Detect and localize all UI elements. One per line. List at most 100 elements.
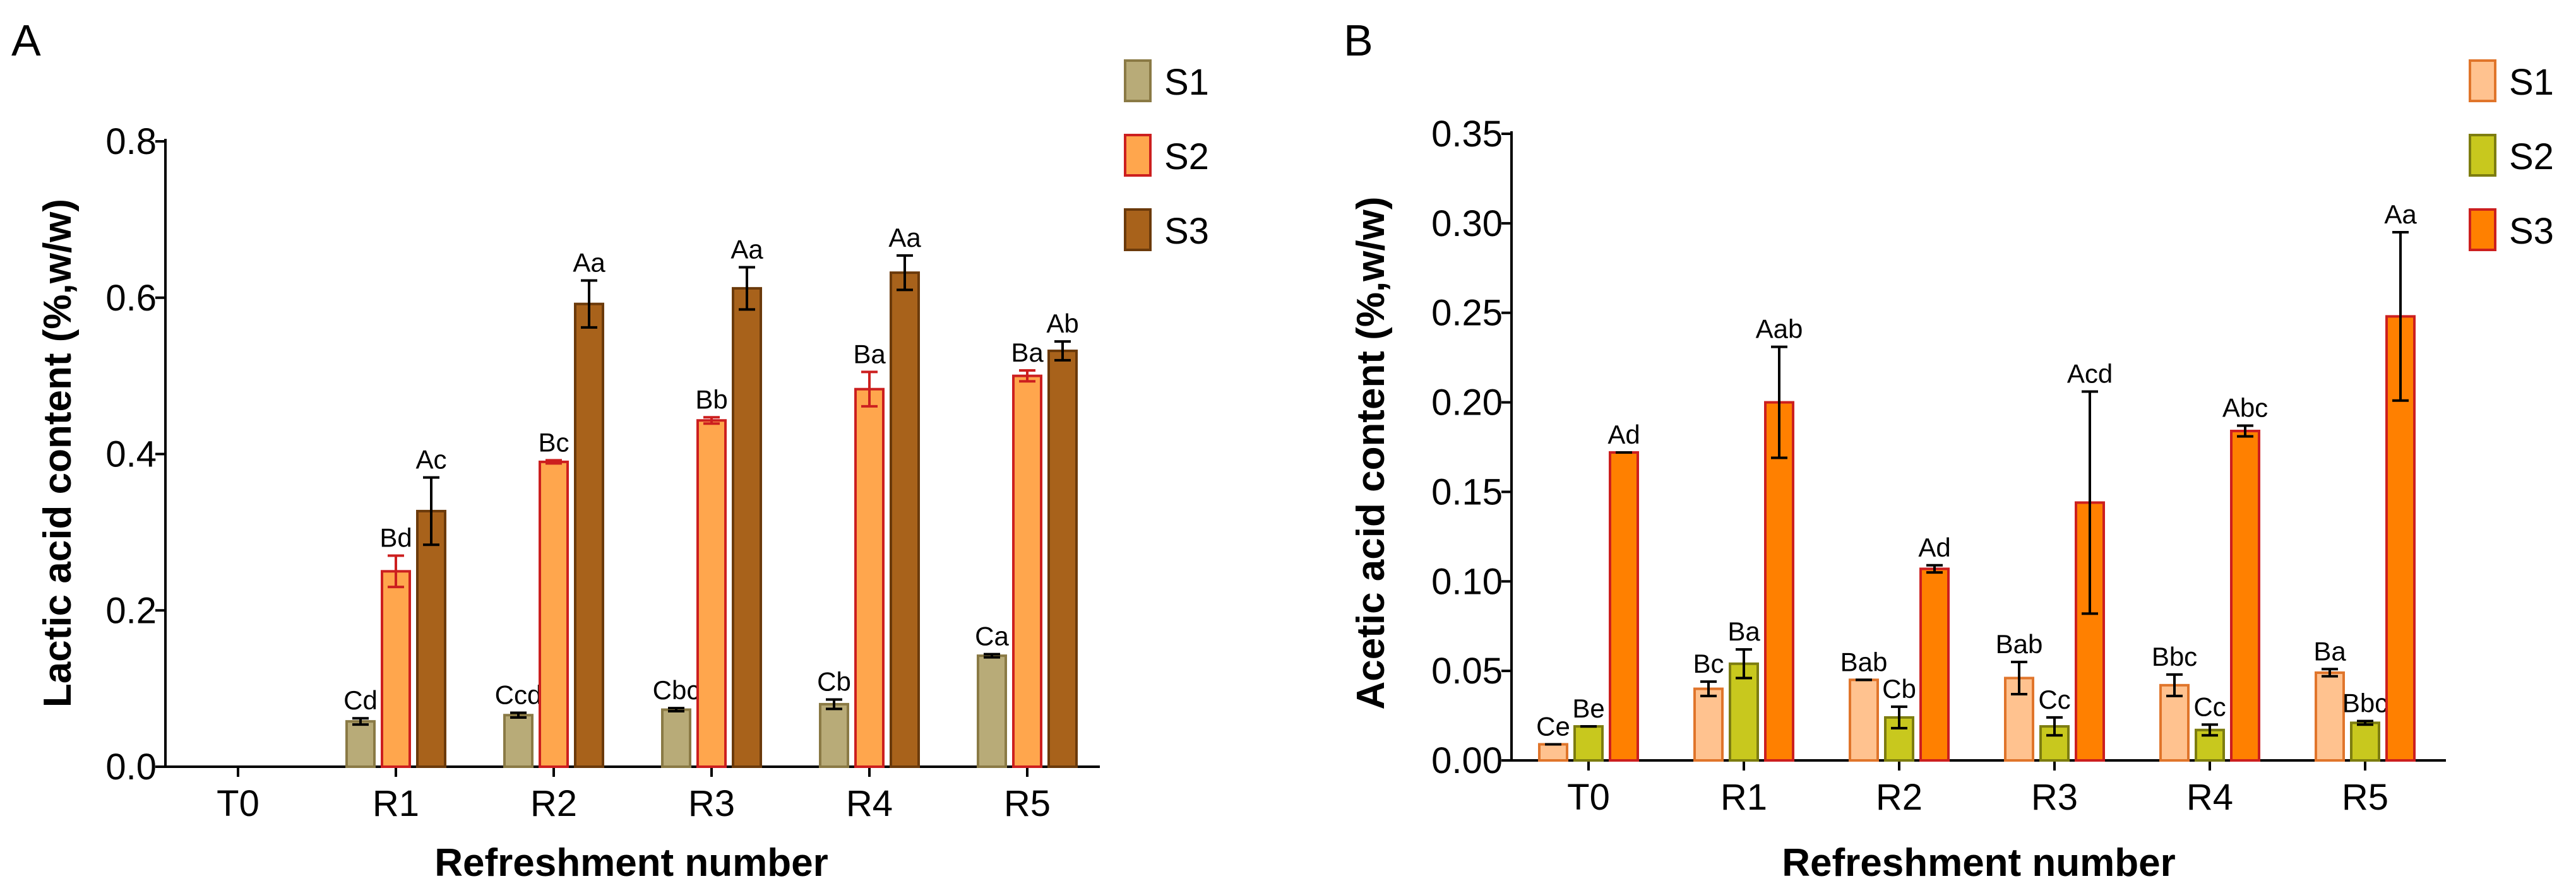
data-label: Bb — [695, 384, 727, 414]
bar — [503, 714, 534, 769]
data-label: Bab — [1996, 629, 2043, 659]
data-label: Cbc — [653, 675, 700, 705]
x-tick-label: R5 — [1004, 783, 1051, 824]
x-tick-label: T0 — [1567, 777, 1610, 818]
y-tick-label: 0.6 — [105, 278, 157, 319]
legend-label: S2 — [1164, 136, 1209, 177]
data-label: Bd — [379, 523, 412, 553]
x-tick-label: T0 — [217, 783, 259, 824]
bar — [732, 286, 762, 768]
bar — [1849, 678, 1879, 762]
y-tick-label: 0.10 — [1431, 561, 1503, 602]
data-label: Cb — [1882, 674, 1916, 704]
data-label: Abc — [2222, 393, 2268, 422]
x-tick-label: R4 — [2186, 777, 2233, 818]
x-axis-title-a: Refreshment number — [434, 841, 828, 885]
data-label: Ad — [1918, 533, 1950, 562]
bar — [381, 570, 411, 768]
panel-letter-a: A — [11, 16, 41, 65]
x-tick-label: R3 — [688, 783, 735, 824]
bar — [1919, 567, 1950, 762]
legend-swatch — [1124, 208, 1152, 251]
legend-swatch — [2469, 59, 2496, 102]
data-label: Aa — [573, 247, 605, 277]
data-label: Acd — [2067, 359, 2113, 389]
x-tick-label: R4 — [846, 783, 893, 824]
legend-label: S3 — [2509, 211, 2554, 252]
data-label: Bbc — [2342, 688, 2388, 718]
bar — [890, 271, 920, 768]
y-tick-label: 0.4 — [105, 434, 157, 475]
legend-swatch — [2469, 134, 2496, 177]
bar — [416, 509, 446, 769]
panel-b: B Acetic acid content (%,w/w) Refreshmen… — [1344, 16, 2554, 885]
panel-a: A Lactic acid content (%,w/w) Refreshmen… — [11, 16, 1209, 885]
y-axis-title-b: Acetic acid content (%,w/w) — [1349, 196, 1393, 709]
y-tick-label: 0.05 — [1431, 651, 1503, 692]
bar — [696, 419, 727, 768]
bar — [1573, 725, 1604, 762]
y-tick-label: 0.15 — [1431, 471, 1503, 512]
y-tick-label: 0.2 — [105, 590, 157, 631]
bar — [1012, 374, 1042, 768]
data-label: Ca — [975, 622, 1009, 651]
bar — [2315, 671, 2345, 762]
data-label: Aab — [1756, 314, 1803, 344]
legend-swatch — [1124, 134, 1152, 177]
bar — [819, 702, 849, 769]
x-axis-title-b: Refreshment number — [1782, 841, 2176, 885]
bar — [2350, 721, 2380, 762]
y-tick-label: 0.8 — [105, 121, 157, 162]
data-label: Aa — [888, 223, 921, 252]
y-tick-label: 0.00 — [1431, 740, 1503, 781]
bar — [2075, 501, 2105, 762]
data-label: Cc — [2193, 692, 2226, 721]
data-label: Ab — [1046, 309, 1078, 338]
y-tick-label: 0.0 — [105, 747, 157, 788]
bar — [661, 708, 691, 769]
x-tick-label: R2 — [1876, 777, 1923, 818]
x-tick-label: R1 — [1720, 777, 1767, 818]
data-label: Aa — [730, 234, 763, 264]
y-tick-label: 0.25 — [1431, 293, 1503, 334]
y-tick-label: 0.30 — [1431, 203, 1503, 244]
data-label: Cb — [817, 666, 851, 696]
bar — [1764, 401, 1794, 762]
data-label: Bc — [1693, 649, 1724, 678]
data-label: Be — [1572, 694, 1604, 723]
data-label: Ba — [1727, 617, 1760, 646]
bar — [2230, 429, 2260, 762]
x-tick-label: R2 — [530, 783, 577, 824]
y-tick-label: 0.35 — [1431, 114, 1503, 155]
legend-swatch — [1124, 59, 1152, 102]
legend-label: S1 — [1164, 62, 1209, 103]
x-tick-label: R3 — [2031, 777, 2078, 818]
x-tick-label: R5 — [2342, 777, 2388, 818]
data-label: Cc — [2038, 685, 2070, 714]
data-label: Ba — [853, 339, 886, 369]
data-label: Cd — [343, 685, 378, 715]
bar — [1047, 349, 1078, 768]
data-label: Bc — [538, 427, 569, 457]
y-axis-title-a: Lactic acid content (%,w/w) — [36, 199, 80, 707]
data-label: Ad — [1607, 420, 1640, 449]
x-tick-label: R1 — [373, 783, 419, 824]
data-label: Ac — [415, 445, 446, 475]
legend-label: S1 — [2509, 62, 2554, 103]
y-tick-label: 0.20 — [1431, 382, 1503, 423]
bar — [1609, 451, 1639, 762]
legend-label: S2 — [2509, 136, 2554, 177]
bar — [1538, 743, 1568, 762]
bar — [854, 387, 885, 768]
data-label: Aa — [2384, 199, 2417, 229]
data-label: Ba — [2313, 636, 2346, 666]
bar — [1693, 687, 1724, 762]
bar — [574, 302, 604, 769]
legend-swatch — [2469, 208, 2496, 251]
bar — [345, 720, 376, 768]
legend-label: S3 — [1164, 211, 1209, 252]
bar — [977, 654, 1007, 769]
data-label: Ba — [1011, 338, 1044, 367]
panel-letter-b: B — [1344, 16, 1373, 65]
